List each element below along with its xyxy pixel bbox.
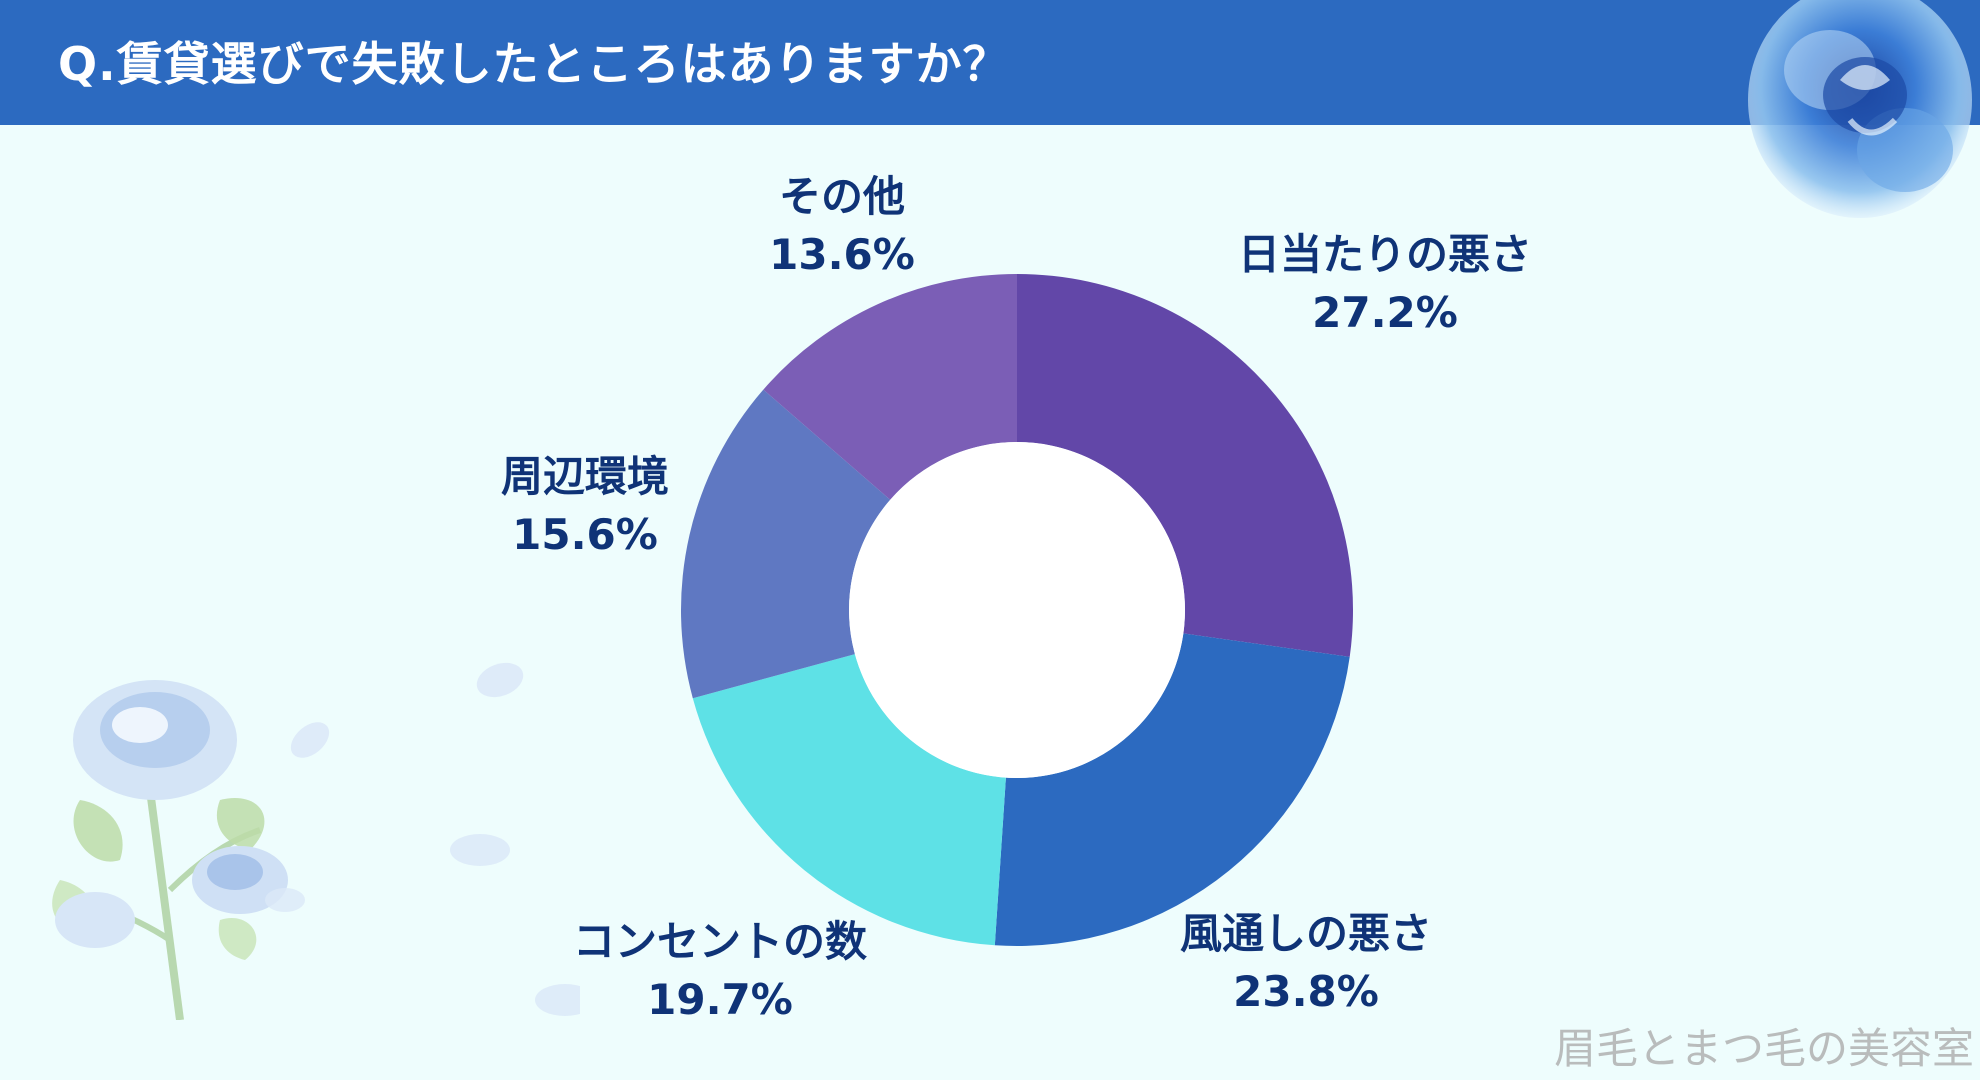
label-1: 風通しの悪さ 23.8% — [1180, 905, 1432, 1021]
slice-value-2: 19.7% — [647, 975, 793, 1024]
rose-decoration-top-right — [1748, 0, 1972, 218]
watermark: 眉毛とまつ毛の美容室 — [1553, 1024, 1974, 1073]
donut-hole — [849, 442, 1185, 778]
rose-decoration-bottom-left — [52, 662, 580, 1020]
slice-label-0: 日当たりの悪さ — [1237, 230, 1533, 279]
donut-slice-2 — [692, 654, 1006, 946]
chart-title: Q.賃貸選びで失敗したところはありますか？ — [58, 37, 1010, 91]
slice-label-3: 周辺環境 — [500, 452, 670, 501]
slice-value-4: 13.6% — [769, 230, 915, 279]
slice-label-1: 風通しの悪さ — [1179, 909, 1433, 958]
donut-slice-1 — [994, 633, 1350, 946]
label-4: その他 13.6% — [769, 168, 915, 284]
slice-value-1: 23.8% — [1233, 967, 1379, 1016]
slice-value-0: 27.2% — [1312, 288, 1458, 337]
label-0: 日当たりの悪さ 27.2% — [1238, 226, 1532, 342]
donut-slice-3 — [681, 389, 891, 699]
label-3: 周辺環境 15.6% — [501, 448, 669, 564]
slice-value-3: 15.6% — [512, 510, 658, 559]
donut-slice-0 — [1017, 274, 1354, 657]
slice-label-4: その他 — [778, 172, 905, 221]
label-2: コンセントの数 19.7% — [573, 913, 867, 1029]
title-bar: Q.賃貸選びで失敗したところはありますか？ — [0, 0, 1980, 125]
donut-slice-4 — [763, 274, 1017, 500]
slice-label-2: コンセントの数 — [572, 917, 868, 966]
